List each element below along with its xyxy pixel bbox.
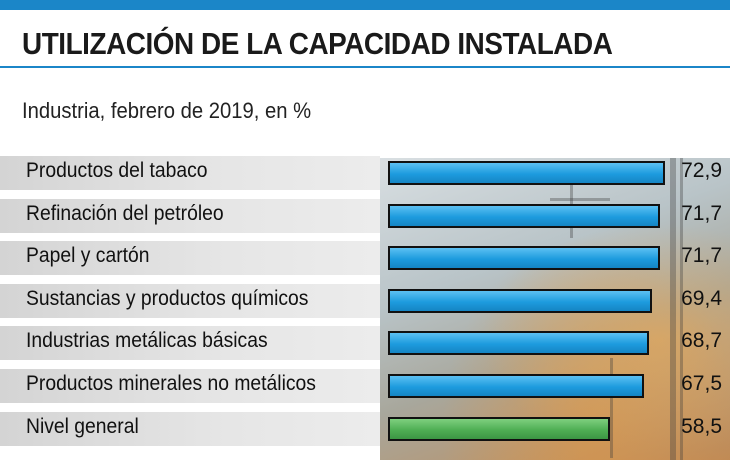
bar-row: Refinación del petróleo 71,7 bbox=[0, 198, 730, 233]
bar-row: Industrias metálicas básicas 68,7 bbox=[0, 326, 730, 361]
category-label: Productos minerales no metálicos bbox=[26, 372, 316, 395]
bar-row: Productos del tabaco 72,9 bbox=[0, 156, 730, 190]
bar-row: Sustancias y productos químicos 69,4 bbox=[0, 283, 730, 318]
category-label-band: Sustancias y productos químicos bbox=[0, 283, 380, 318]
bar bbox=[388, 246, 661, 271]
category-label-band: Refinación del petróleo bbox=[0, 198, 380, 233]
category-label-band: Nivel general bbox=[0, 411, 380, 446]
data-label: 58,5 bbox=[681, 414, 722, 438]
data-label: 71,7 bbox=[681, 201, 722, 225]
category-label-band: Productos minerales no metálicos bbox=[0, 369, 380, 403]
data-label: 68,7 bbox=[681, 329, 722, 353]
bar bbox=[388, 288, 652, 313]
bar bbox=[388, 416, 611, 441]
category-label: Nivel general bbox=[26, 414, 139, 438]
category-label: Sustancias y productos químicos bbox=[26, 286, 309, 310]
category-label: Industrias metálicas básicas bbox=[26, 329, 268, 353]
top-accent-bar bbox=[0, 0, 730, 10]
title-rule bbox=[0, 66, 730, 68]
bar bbox=[388, 161, 665, 185]
category-label-band: Industrias metálicas básicas bbox=[0, 326, 380, 361]
data-label: 69,4 bbox=[681, 286, 722, 310]
data-label: 71,7 bbox=[681, 244, 722, 268]
bar bbox=[388, 203, 661, 228]
data-label: 67,5 bbox=[681, 372, 722, 395]
category-label-band: Papel y cartón bbox=[0, 241, 380, 276]
category-label-band: Productos del tabaco bbox=[0, 156, 380, 190]
bar-row: Productos minerales no metálicos 67,5 bbox=[0, 369, 730, 403]
category-label: Papel y cartón bbox=[26, 244, 150, 268]
bar bbox=[388, 331, 650, 356]
category-label: Refinación del petróleo bbox=[26, 201, 224, 225]
data-label: 72,9 bbox=[681, 159, 722, 182]
bar-row: Papel y cartón 71,7 bbox=[0, 241, 730, 276]
bar-row: Nivel general 58,5 bbox=[0, 411, 730, 446]
chart-subtitle: Industria, febrero de 2019, en % bbox=[22, 98, 312, 123]
category-label: Productos del tabaco bbox=[26, 159, 208, 182]
bar bbox=[388, 374, 645, 398]
chart-title: UTILIZACIÓN DE LA CAPACIDAD INSTALADA bbox=[22, 26, 613, 61]
